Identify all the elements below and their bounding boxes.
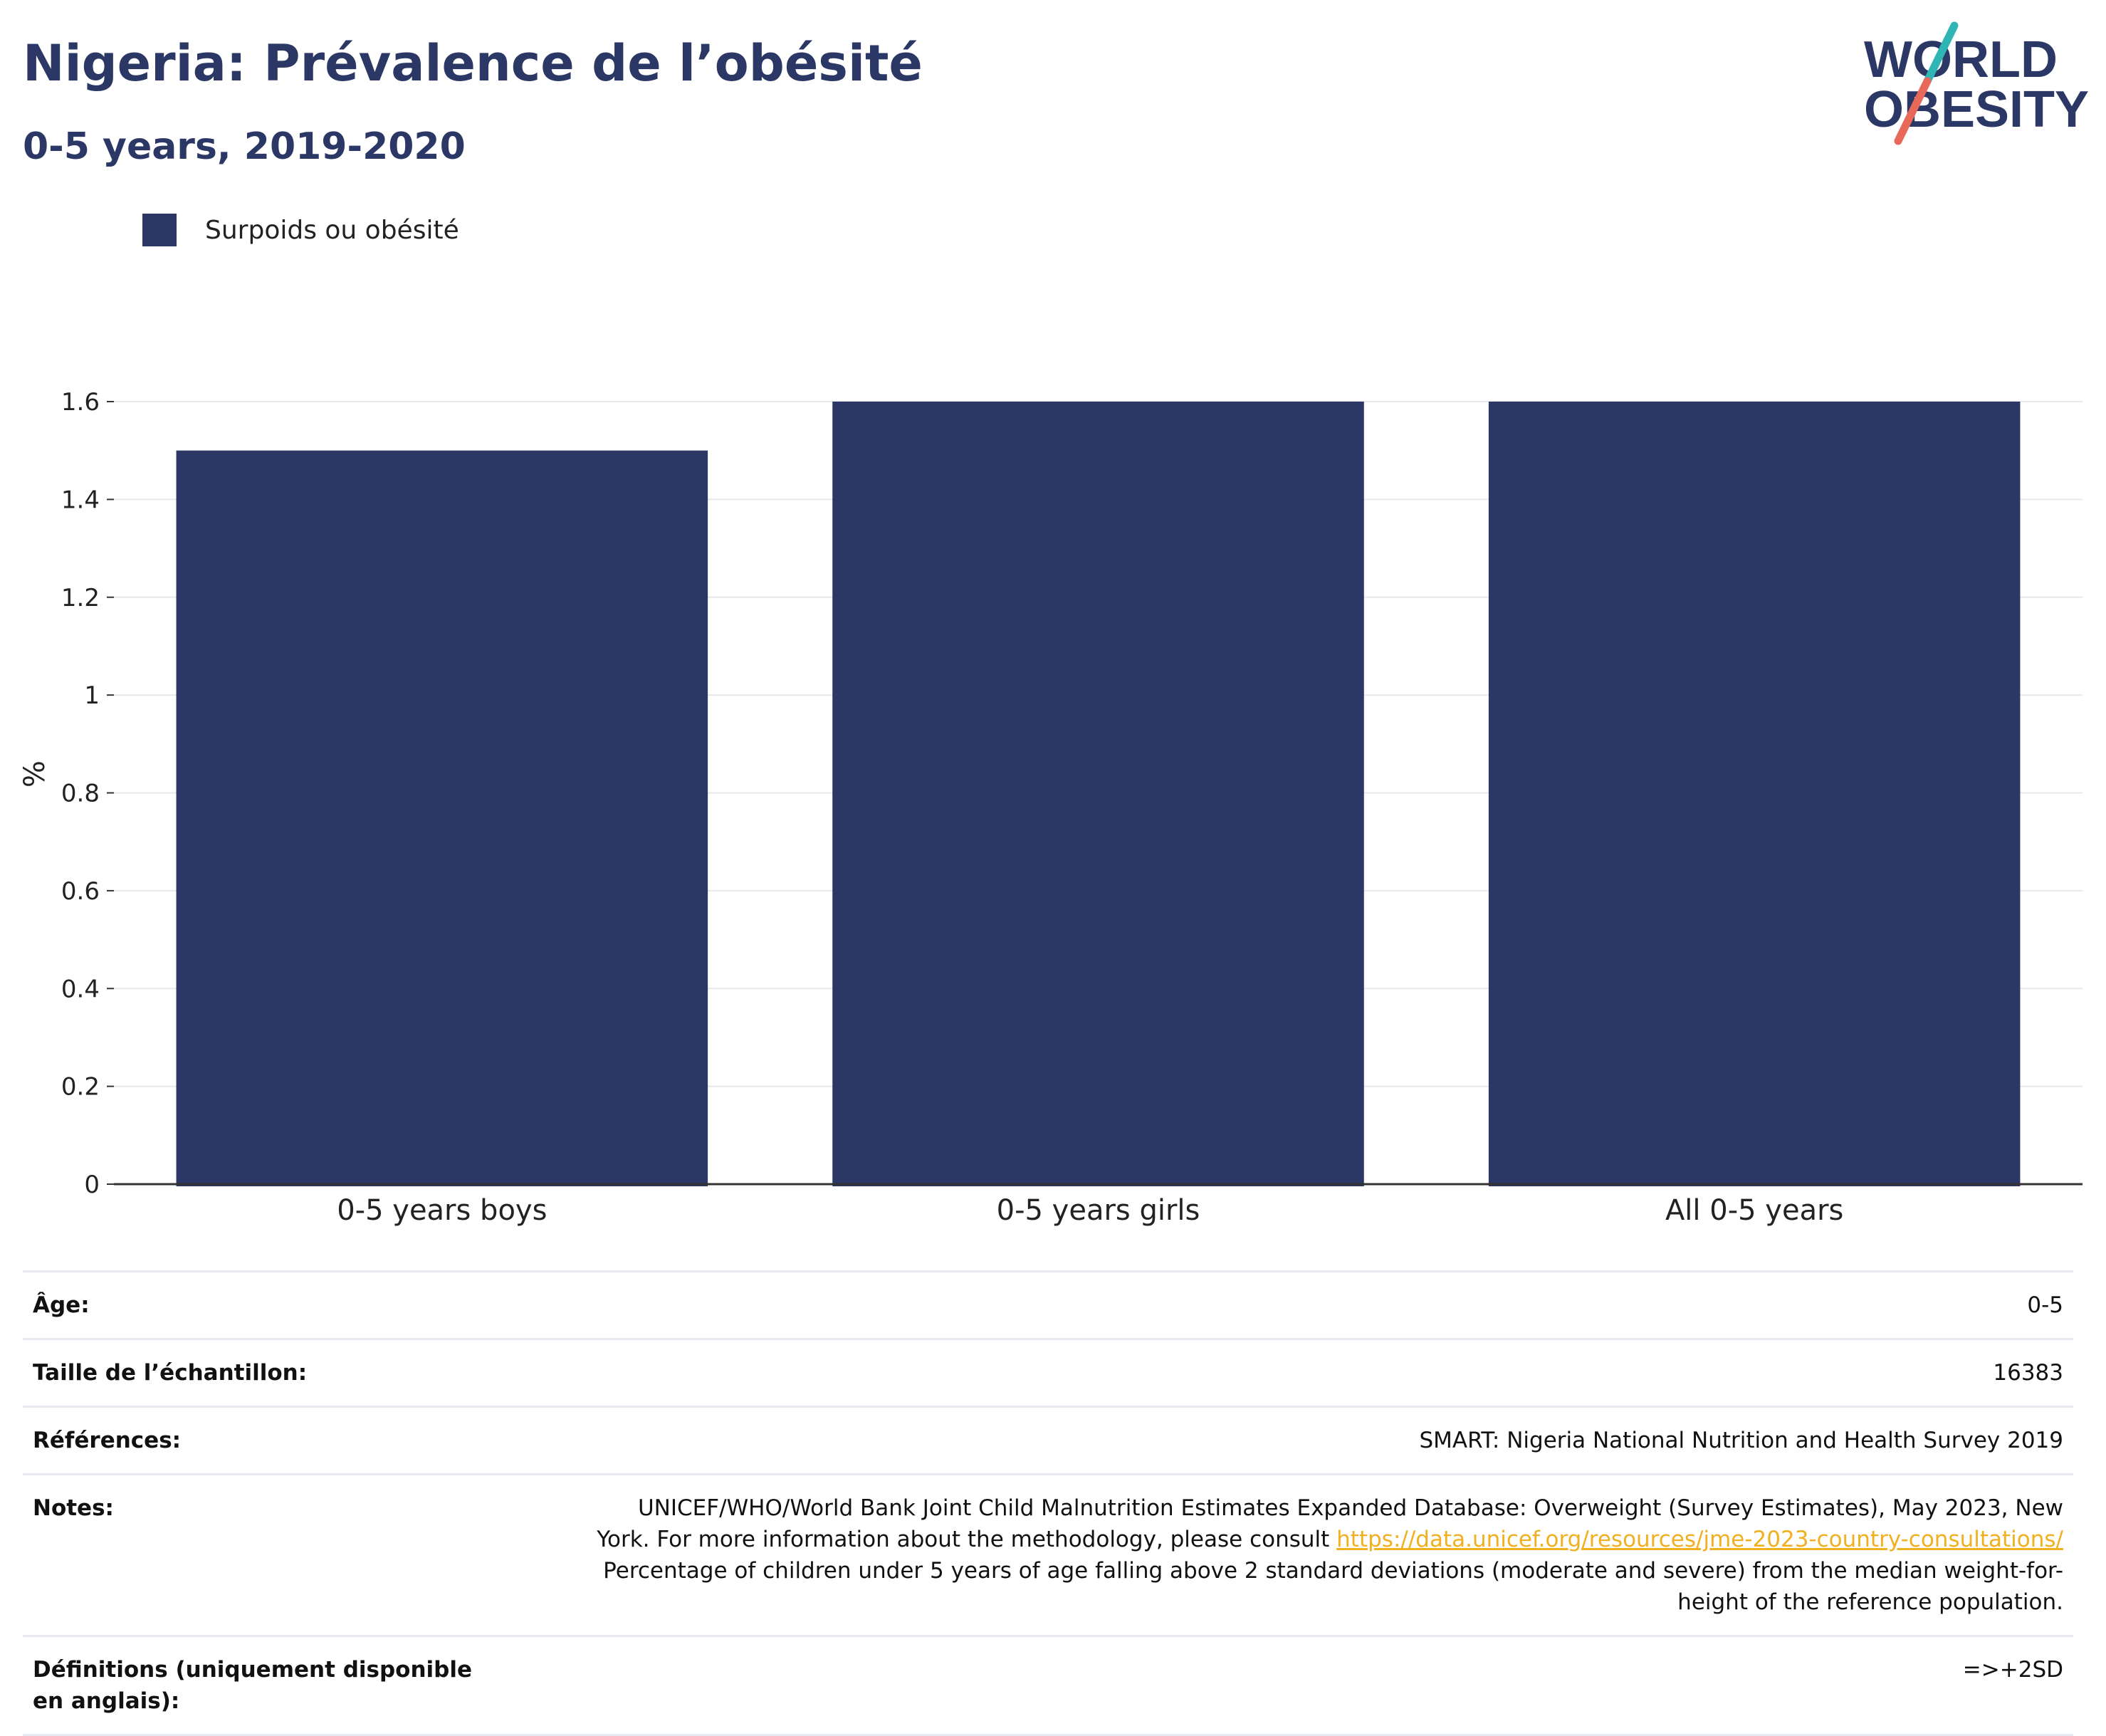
- bar-chart: 00.20.40.60.811.21.41.6 0-5 years boys 0-…: [19, 388, 2083, 1227]
- legend-label: Surpoids ou obésité: [205, 215, 459, 245]
- info-value-references: SMART: Nigeria National Nutrition and He…: [498, 1406, 2073, 1475]
- info-value-notes: UNICEF/WHO/World Bank Joint Child Malnut…: [498, 1473, 2073, 1637]
- logo-word-1: WORLD: [1864, 31, 2058, 88]
- y-tick-label: 1.2: [61, 584, 100, 612]
- bar-0-5-years-boys[interactable]: [176, 450, 708, 1186]
- legend[interactable]: Surpoids ou obésité: [142, 212, 459, 248]
- x-tick-label: 0-5 years boys: [337, 1194, 547, 1227]
- y-tick-label: 1.6: [61, 388, 100, 417]
- info-row-definitions: Définitions (uniquement disponible en an…: [23, 1635, 2073, 1736]
- y-axis-title: %: [19, 760, 51, 788]
- world-obesity-logo: WORLD OBESITY: [1864, 21, 2089, 145]
- bar-all-0-5-years[interactable]: [1488, 402, 2021, 1186]
- bar-0-5-years-girls[interactable]: [832, 402, 1364, 1186]
- logo-word-2: OBESITY: [1864, 81, 2089, 138]
- y-tick-label: 0.6: [61, 877, 100, 906]
- info-key-definitions: Définitions (uniquement disponible en an…: [23, 1635, 498, 1736]
- notes-line-3: Percentage of children under 5 years of …: [603, 1558, 2063, 1584]
- x-tick-label: All 0-5 years: [1665, 1194, 1843, 1227]
- y-tick-label: 0: [84, 1171, 100, 1199]
- y-tick-label: 0.4: [61, 975, 100, 1003]
- notes-line-4: height of the reference population.: [1677, 1589, 2063, 1615]
- info-row-sample-size: Taille de l’échantillon: 16383: [23, 1338, 2073, 1408]
- info-value-age: 0-5: [498, 1270, 2073, 1340]
- logo-slash-teal: [1923, 21, 1959, 85]
- chart-title: Nigeria: Prévalence de l’obésité: [23, 34, 923, 93]
- info-value-definitions: =>+2SD: [498, 1635, 2073, 1736]
- y-tick-label: 1: [84, 681, 100, 710]
- info-key-references: Références:: [23, 1406, 498, 1475]
- chart-subtitle: 0-5 years, 2019-2020: [23, 125, 466, 168]
- methodology-link[interactable]: https://data.unicef.org/resources/jme-20…: [1336, 1527, 2063, 1552]
- info-row-references: Références: SMART: Nigeria National Nutr…: [23, 1406, 2073, 1475]
- notes-line-2: York. For more information about the met…: [597, 1527, 1337, 1552]
- x-tick-labels: 0-5 years boys 0-5 years girls All 0-5 yea…: [337, 1194, 1843, 1227]
- logo-slash-coral: [1894, 77, 1932, 145]
- info-row-age: Âge: 0-5: [23, 1270, 2073, 1340]
- info-row-notes: Notes: UNICEF/WHO/World Bank Joint Child…: [23, 1473, 2073, 1637]
- notes-line-1: UNICEF/WHO/World Bank Joint Child Malnut…: [637, 1495, 2063, 1521]
- info-table: Âge: 0-5 Taille de l’échantillon: 16383 …: [23, 1270, 2073, 1736]
- bars: [176, 402, 2021, 1186]
- info-key-notes: Notes:: [23, 1473, 498, 1637]
- y-tick-labels: 0 0.2 0.4 0.6 0.8 1 1.2 1.4 1.6: [61, 388, 114, 1199]
- y-tick-label: 0.8: [61, 780, 100, 808]
- y-tick-label: 1.4: [61, 486, 100, 514]
- legend-swatch: [142, 214, 177, 246]
- y-tick-label: 0.2: [61, 1073, 100, 1102]
- info-key-age: Âge:: [23, 1270, 498, 1340]
- x-tick-label: 0-5 years girls: [997, 1194, 1200, 1227]
- info-key-sample-size: Taille de l’échantillon:: [23, 1338, 498, 1408]
- info-value-sample-size: 16383: [498, 1338, 2073, 1408]
